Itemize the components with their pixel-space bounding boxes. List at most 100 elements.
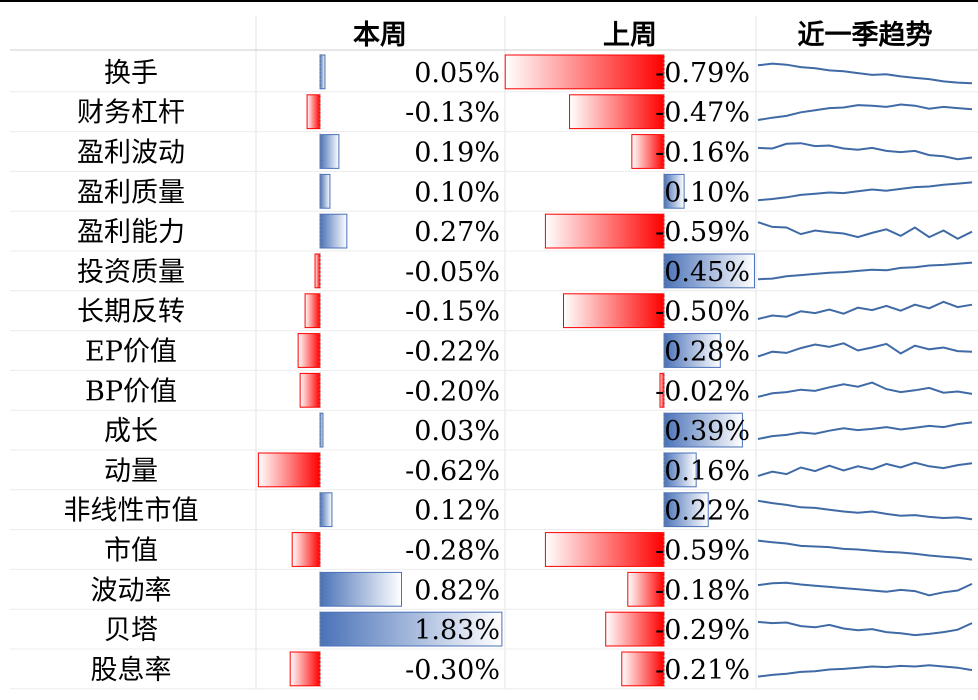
column-header: 本周 (353, 20, 407, 51)
last-week-bar (544, 532, 665, 567)
factor-name: EP价值 (85, 337, 177, 368)
this-week-value: 0.19% (414, 138, 500, 169)
this-week-value: 0.05% (414, 58, 500, 89)
table-row: 非线性市值 0.12% 0.22% (10, 491, 978, 531)
this-week-bar (297, 333, 321, 368)
last-week-bar (663, 452, 697, 488)
table-row: 动量 -0.62% 0.16% (10, 452, 978, 491)
factor-name: 动量 (104, 456, 158, 487)
this-week-value: 1.83% (414, 615, 500, 646)
trend-sparkline (757, 300, 973, 320)
this-week-bar (319, 571, 403, 607)
last-week-value: 0.39% (664, 416, 750, 447)
table-row: 长期反转 -0.15% -0.50% (10, 292, 978, 332)
trend-sparkline (757, 664, 973, 678)
factor-name: 盈利质量 (77, 177, 185, 208)
last-week-value: 0.45% (664, 257, 750, 288)
this-week-bar (319, 611, 503, 647)
trend-sparkline (757, 103, 973, 121)
last-week-value: 0.10% (664, 177, 750, 208)
last-week-value: 0.28% (664, 337, 750, 368)
last-week-bar (631, 134, 665, 169)
factor-name: 波动率 (91, 575, 172, 606)
last-week-bar (504, 54, 665, 90)
factor-name: BP价值 (85, 376, 177, 407)
this-week-value: 0.10% (414, 177, 500, 208)
table-row: 波动率 0.82% -0.18% (10, 571, 978, 610)
this-week-value: 0.03% (414, 416, 500, 447)
top-border (0, 0, 978, 2)
table-row: 股息率 -0.30% -0.21% (10, 651, 978, 690)
this-week-value: -0.15% (405, 297, 500, 328)
this-week-bar (319, 134, 340, 169)
this-week-value: 0.82% (414, 575, 500, 606)
factor-name: 市值 (104, 536, 158, 567)
table-row: 贝塔 1.83% -0.29% (10, 611, 978, 650)
this-week-value: -0.13% (405, 98, 500, 129)
last-week-value: -0.47% (655, 98, 750, 129)
last-week-value: -0.59% (655, 217, 750, 248)
this-week-bar (319, 492, 333, 528)
factor-name: 换手 (104, 58, 158, 89)
last-week-value: 0.22% (664, 496, 750, 527)
trend-sparkline (757, 499, 973, 521)
last-week-value: -0.21% (655, 655, 750, 686)
this-week-bar (304, 293, 321, 329)
factor-name: 长期反转 (77, 297, 185, 328)
factor-name: 盈利能力 (77, 217, 185, 248)
last-week-bar (544, 213, 665, 249)
trend-sparkline (757, 181, 973, 202)
factor-name: 成长 (104, 416, 158, 447)
last-week-bar (569, 94, 665, 130)
trend-sparkline (757, 461, 973, 477)
table-row: 财务杠杆 -0.13% -0.47% (10, 93, 978, 133)
last-week-bar (563, 293, 665, 329)
last-week-value: -0.18% (655, 575, 750, 606)
this-week-bar (257, 452, 321, 488)
factor-name: 投资质量 (77, 257, 185, 288)
trend-sparkline (757, 142, 973, 161)
this-week-bar (319, 173, 331, 209)
trend-sparkline (757, 539, 973, 561)
last-week-bar (663, 492, 709, 528)
trend-sparkline (757, 581, 973, 597)
trend-sparkline (757, 421, 973, 440)
last-week-bar (605, 611, 665, 647)
this-week-bar (291, 532, 321, 567)
this-week-bar (319, 213, 348, 249)
factor-name: 非线性市值 (64, 496, 199, 527)
last-week-value: -0.02% (655, 376, 750, 407)
header-row: 本周 上周 近一季趋势 (353, 20, 933, 51)
last-week-value: 0.16% (664, 456, 750, 487)
this-week-bar (319, 54, 326, 90)
this-week-value: 0.12% (414, 496, 500, 527)
this-week-value: -0.20% (405, 376, 500, 407)
this-week-bar (289, 651, 321, 687)
table-row: 成长 0.03% 0.39% (10, 412, 978, 451)
trend-sparkline (757, 620, 973, 637)
table-body: 换手 0.05% -0.79% 财务杠杆 -0.13% -0.47% 盈利波动 0.19% -0… (10, 54, 978, 690)
table-row: 盈利波动 0.19% -0.16% (10, 133, 978, 172)
table-row: BP价值 -0.20% -0.02% (10, 372, 978, 411)
trend-sparkline (757, 261, 973, 281)
trend-sparkline (757, 221, 973, 240)
table-row: 盈利能力 0.27% -0.59% (10, 213, 978, 252)
table-row: EP价值 -0.22% 0.28% (10, 332, 978, 371)
last-week-bar (621, 651, 665, 687)
this-week-value: -0.30% (405, 655, 500, 686)
last-week-value: -0.16% (655, 138, 750, 169)
grid-lines (10, 16, 978, 689)
this-week-bar (299, 372, 321, 408)
factor-name: 贝塔 (104, 615, 158, 646)
this-week-bar (306, 94, 321, 130)
trend-sparkline (757, 342, 973, 358)
last-week-bar (627, 571, 665, 607)
last-week-value: -0.29% (655, 615, 750, 646)
column-header: 上周 (603, 20, 657, 51)
this-week-value: -0.28% (405, 536, 500, 567)
this-week-value: 0.27% (414, 217, 500, 248)
last-week-value: -0.59% (655, 536, 750, 567)
this-week-value: -0.62% (405, 456, 500, 487)
this-week-bar (314, 253, 321, 289)
